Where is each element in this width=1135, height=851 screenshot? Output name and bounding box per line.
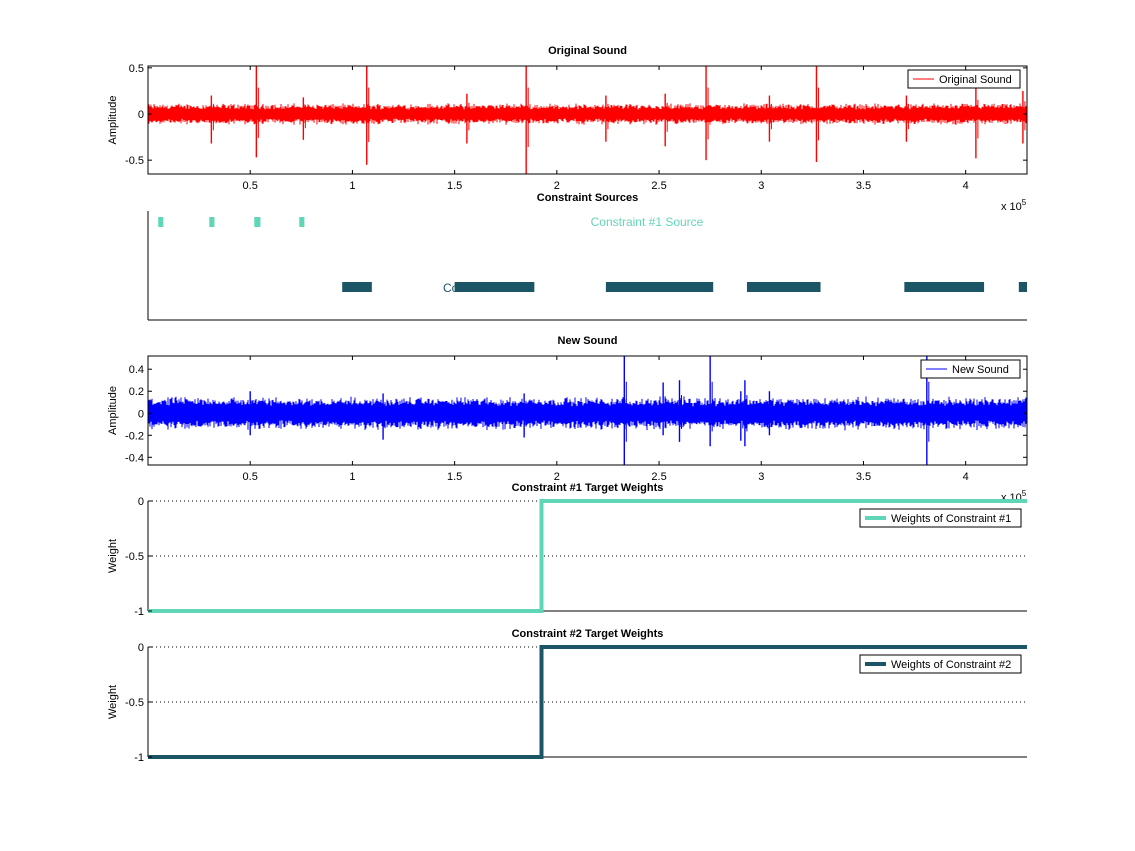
chart-title: New Sound	[558, 335, 618, 347]
panel-1: Constraint #1 Source Co urce Constraint So…	[147, 192, 1027, 321]
x-tick-label: 1.5	[447, 471, 462, 483]
x-tick-label: 3.5	[856, 180, 871, 192]
waveform-2	[148, 396, 1027, 431]
y-tick-label: 0	[138, 109, 144, 121]
x-tick-label: 3.5	[856, 471, 871, 483]
x-tick-label: 1	[349, 471, 355, 483]
x-tick-label: 3	[758, 180, 764, 192]
chart-title: Constraint Sources	[537, 192, 638, 204]
y-tick-label: -1	[134, 606, 144, 618]
panel-2: 0.5 1 1.5 2 2.5 3 3.5 4 0.4 0.2 0 -0.2 -0.4 New Sound…	[107, 335, 1028, 504]
y-axis-label: Weight	[107, 539, 119, 573]
source-segment-0-0	[158, 217, 164, 227]
x-tick-label: 2.5	[651, 180, 666, 192]
y-axis-label: Amplitude	[107, 386, 119, 435]
weight-line	[148, 499, 1027, 613]
y-tick-label: -0.2	[125, 430, 144, 442]
waveform-0	[148, 103, 1027, 125]
source-segment-1-1	[454, 282, 535, 292]
legend-box	[920, 359, 1021, 379]
source-label-2: Co urce	[443, 281, 485, 295]
panel-3: 0 -0.5 -1 Constraint #1 Target Weights Weigh…	[107, 482, 1027, 618]
weight-line	[148, 645, 1027, 759]
legend-box	[907, 69, 1021, 89]
x-tick-label: 2.5	[651, 471, 666, 483]
source-segment-1-3	[746, 282, 821, 292]
legend-label: Weights of Constraint #1	[891, 513, 1011, 525]
x-tick-label: 2	[554, 471, 560, 483]
legend-box	[859, 654, 1022, 674]
source-label-1: Constraint #1 Source	[591, 215, 704, 229]
source-segment-1-0	[342, 282, 372, 292]
legend-label: Original Sound	[939, 74, 1012, 86]
y-tick-label: -0.5	[125, 155, 144, 167]
axes-box	[147, 355, 1028, 466]
panel-0: 0.5 1 1.5 2 2.5 3 3.5 4 0.5 0 -0.5 Original Sound Am…	[107, 45, 1028, 213]
y-axis-label: Weight	[107, 685, 119, 719]
legend-box	[859, 508, 1022, 528]
x-tick-label: 3	[758, 471, 764, 483]
x-tick-label: 0.5	[243, 471, 258, 483]
source-segment-0-1	[209, 217, 215, 227]
exponent-base: x 10	[1001, 201, 1022, 213]
y-tick-label: 0	[138, 408, 144, 420]
legend: Original Sound	[907, 69, 1021, 89]
y-axis-label: Amplitude	[107, 96, 119, 145]
x-tick-label: 1	[349, 180, 355, 192]
y-tick-label: 0.5	[129, 63, 144, 75]
source-segment-1-4	[904, 282, 985, 292]
legend-label: Weights of Constraint #2	[891, 659, 1011, 671]
y-tick-label: -0.5	[125, 551, 144, 563]
x-tick-label: 2	[554, 180, 560, 192]
x-exponent-label: x 105	[1001, 198, 1027, 213]
panel-4: 0 -0.5 -1 Constraint #2 Target Weights Weigh…	[107, 628, 1027, 764]
source-segment-1-5	[1018, 282, 1027, 292]
x-tick-label: 4	[963, 180, 969, 192]
axes-box	[147, 65, 1028, 175]
legend: New Sound	[920, 359, 1021, 379]
source-segment-0-3	[299, 217, 305, 227]
y-tick-label: -0.4	[125, 452, 144, 464]
source-segment-0-2	[254, 217, 261, 227]
y-tick-label: -1	[134, 752, 144, 764]
x-tick-label: 1.5	[447, 180, 462, 192]
chart-title: Constraint #1 Target Weights	[512, 482, 664, 494]
source-segment-1-2	[605, 282, 714, 292]
x-tick-label: 0.5	[243, 180, 258, 192]
y-tick-label: 0.2	[129, 386, 144, 398]
x-tick-label: 4	[963, 471, 969, 483]
exponent-power: 5	[1022, 198, 1027, 207]
legend: Weights of Constraint #1	[859, 508, 1022, 528]
exponent-power: 5	[1022, 489, 1027, 498]
legend: Weights of Constraint #2	[859, 654, 1022, 674]
y-tick-label: -0.5	[125, 697, 144, 709]
y-tick-label: 0.4	[129, 364, 144, 376]
chart-title: Original Sound	[548, 45, 627, 57]
legend-label: New Sound	[952, 364, 1009, 376]
chart-title: Constraint #2 Target Weights	[512, 628, 664, 640]
y-tick-label: 0	[138, 642, 144, 654]
y-tick-label: 0	[138, 496, 144, 508]
